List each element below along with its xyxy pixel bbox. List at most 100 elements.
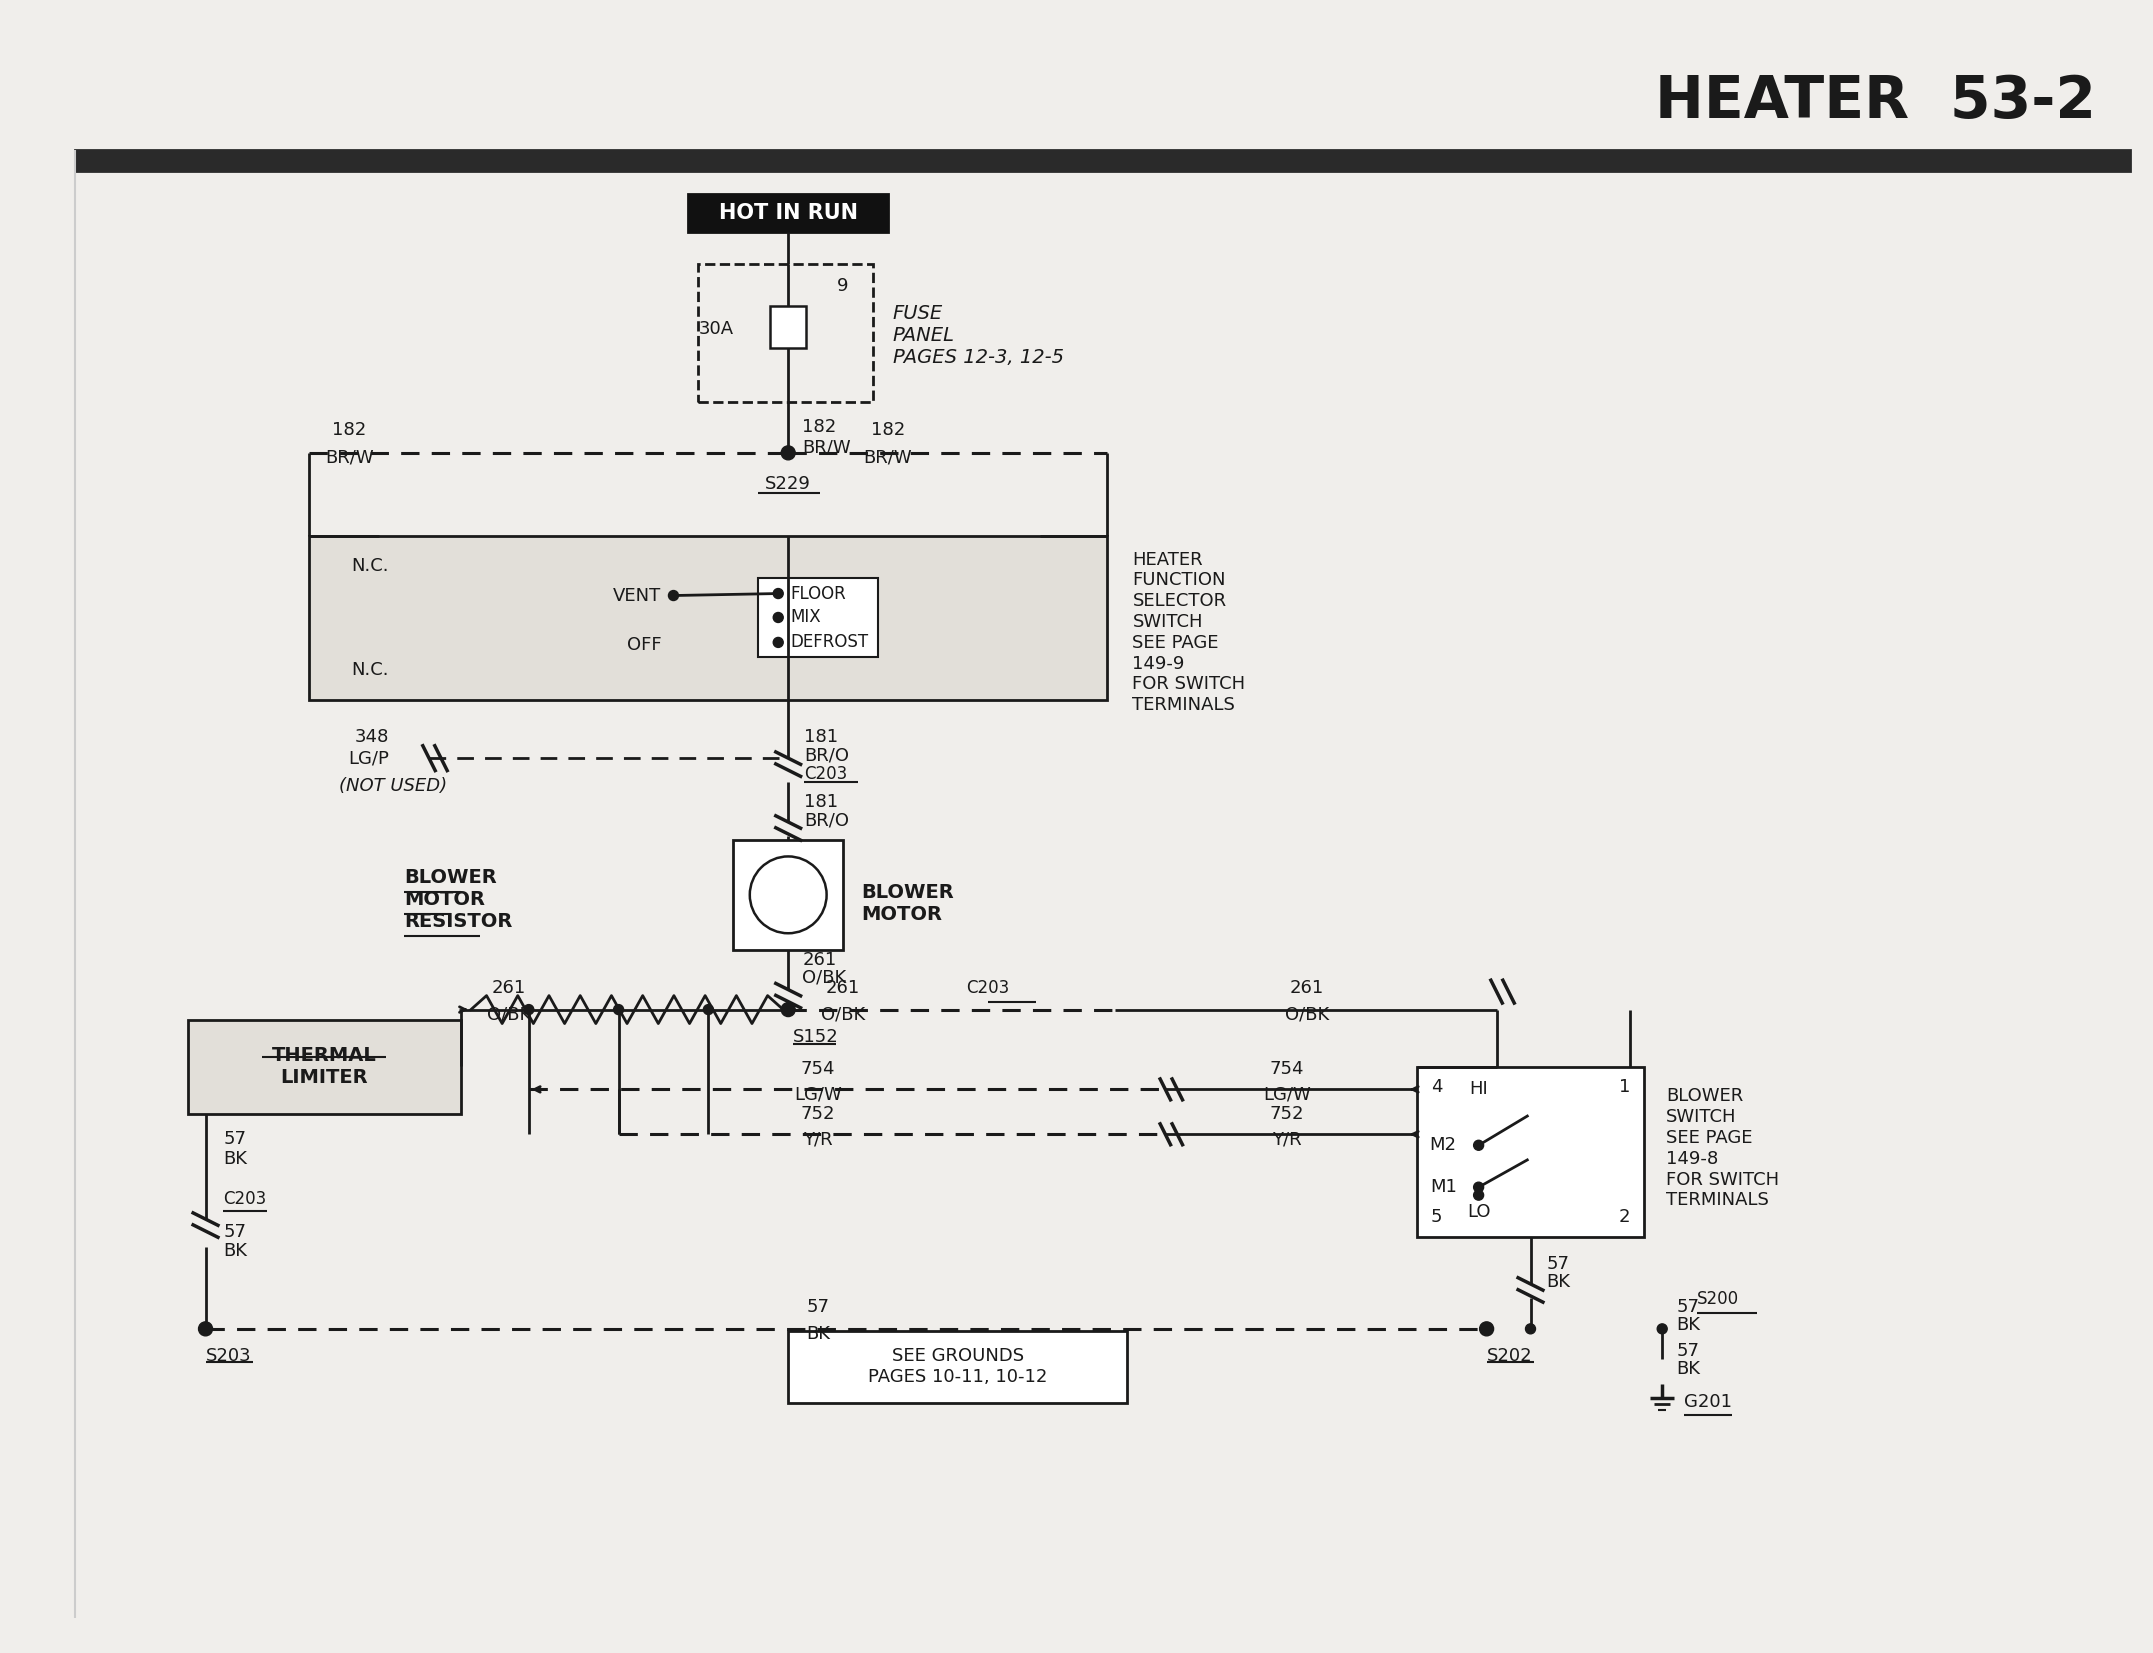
Text: (NOT USED): (NOT USED) <box>340 777 448 795</box>
Circle shape <box>749 856 827 934</box>
Text: 261: 261 <box>1290 979 1324 997</box>
Text: HOT IN RUN: HOT IN RUN <box>719 203 857 223</box>
Bar <box>771 306 805 349</box>
Text: 57: 57 <box>224 1223 245 1241</box>
Text: FLOOR: FLOOR <box>790 585 846 603</box>
Text: LG/P: LG/P <box>349 749 390 767</box>
Circle shape <box>782 446 794 460</box>
Text: DEFROST: DEFROST <box>790 633 868 651</box>
Text: BK: BK <box>224 1241 248 1260</box>
Text: 754: 754 <box>1270 1061 1305 1078</box>
Text: BK: BK <box>1546 1273 1570 1291</box>
Text: 181: 181 <box>805 793 838 812</box>
Text: G201: G201 <box>1684 1393 1733 1410</box>
Text: Y/R: Y/R <box>1272 1131 1303 1149</box>
Text: 182: 182 <box>870 422 904 440</box>
Text: 261: 261 <box>491 979 525 997</box>
Circle shape <box>1658 1324 1666 1334</box>
Circle shape <box>523 1005 534 1015</box>
Text: 2: 2 <box>1619 1208 1630 1227</box>
Text: O/BK: O/BK <box>803 969 846 987</box>
Text: M: M <box>775 881 803 909</box>
Circle shape <box>773 588 784 598</box>
Bar <box>75 149 2129 172</box>
Text: S229: S229 <box>764 474 812 493</box>
Text: BR/W: BR/W <box>803 438 850 456</box>
Text: BR/W: BR/W <box>863 450 913 466</box>
Circle shape <box>1473 1190 1483 1200</box>
Circle shape <box>614 1005 624 1015</box>
Text: 57: 57 <box>1677 1342 1699 1360</box>
Text: 4: 4 <box>1432 1078 1443 1096</box>
Text: 5: 5 <box>1432 1208 1443 1227</box>
Text: 348: 348 <box>355 729 390 746</box>
Text: BR/O: BR/O <box>805 746 848 764</box>
Text: S203: S203 <box>205 1347 252 1365</box>
Text: HI: HI <box>1468 1081 1488 1098</box>
Text: BLOWER
MOTOR: BLOWER MOTOR <box>861 883 954 924</box>
Text: N.C.: N.C. <box>351 661 390 679</box>
Text: BK: BK <box>224 1150 248 1169</box>
Text: HEATER  53-2: HEATER 53-2 <box>1656 73 2097 131</box>
Text: O/BK: O/BK <box>1285 1005 1328 1023</box>
Text: 30A: 30A <box>698 321 734 339</box>
Text: LG/W: LG/W <box>794 1086 842 1104</box>
Circle shape <box>1473 1182 1483 1192</box>
Text: 57: 57 <box>807 1298 829 1316</box>
Text: N.C.: N.C. <box>351 557 390 575</box>
Text: 181: 181 <box>805 729 838 746</box>
Text: BR/W: BR/W <box>325 450 372 466</box>
Text: O/BK: O/BK <box>487 1005 532 1023</box>
Text: LO: LO <box>1466 1203 1490 1222</box>
Circle shape <box>773 613 784 623</box>
Bar <box>734 840 844 950</box>
Text: S202: S202 <box>1486 1347 1533 1365</box>
Text: C203: C203 <box>224 1190 267 1208</box>
Text: C203: C203 <box>967 979 1010 997</box>
Bar <box>758 577 878 658</box>
Circle shape <box>198 1322 213 1336</box>
Text: BR/O: BR/O <box>805 812 848 830</box>
Text: FUSE
PANEL
PAGES 12-3, 12-5: FUSE PANEL PAGES 12-3, 12-5 <box>893 304 1064 367</box>
Text: 261: 261 <box>803 950 835 969</box>
Text: BK: BK <box>1677 1360 1701 1377</box>
Text: BLOWER
MOTOR
RESISTOR: BLOWER MOTOR RESISTOR <box>405 868 512 931</box>
Text: LG/W: LG/W <box>1264 1086 1311 1104</box>
Bar <box>187 1020 461 1114</box>
Text: Y/R: Y/R <box>803 1131 833 1149</box>
Text: M1: M1 <box>1430 1179 1458 1197</box>
Text: BLOWER
SWITCH
SEE PAGE
149-8
FOR SWITCH
TERMINALS: BLOWER SWITCH SEE PAGE 149-8 FOR SWITCH … <box>1666 1088 1778 1210</box>
Text: 9: 9 <box>838 278 848 296</box>
Circle shape <box>1526 1324 1535 1334</box>
Text: 752: 752 <box>801 1106 835 1124</box>
Text: 261: 261 <box>827 979 861 997</box>
Text: SEE GROUNDS
PAGES 10-11, 10-12: SEE GROUNDS PAGES 10-11, 10-12 <box>868 1347 1049 1387</box>
Text: 57: 57 <box>1677 1298 1699 1316</box>
Text: HEATER
FUNCTION
SELECTOR
SWITCH
SEE PAGE
149-9
FOR SWITCH
TERMINALS: HEATER FUNCTION SELECTOR SWITCH SEE PAGE… <box>1132 550 1247 714</box>
Text: M2: M2 <box>1430 1136 1458 1154</box>
Bar <box>698 264 872 402</box>
Text: 57: 57 <box>1546 1255 1570 1273</box>
Text: 182: 182 <box>332 422 366 440</box>
Text: OFF: OFF <box>627 636 661 655</box>
Text: S152: S152 <box>792 1028 840 1046</box>
Text: VENT: VENT <box>614 587 661 605</box>
Text: MIX: MIX <box>790 608 820 626</box>
Text: 182: 182 <box>803 418 835 436</box>
Text: 57: 57 <box>224 1131 245 1149</box>
Bar <box>689 195 887 233</box>
Circle shape <box>667 590 678 600</box>
Circle shape <box>773 638 784 648</box>
Bar <box>310 536 1107 701</box>
Bar <box>1417 1068 1645 1236</box>
Text: O/BK: O/BK <box>820 1005 866 1023</box>
Circle shape <box>782 1003 794 1017</box>
Text: THERMAL
LIMITER: THERMAL LIMITER <box>271 1046 377 1088</box>
Text: BK: BK <box>805 1324 831 1342</box>
Circle shape <box>704 1005 713 1015</box>
Text: 1: 1 <box>1619 1078 1630 1096</box>
Text: 752: 752 <box>1270 1106 1305 1124</box>
Circle shape <box>1479 1322 1494 1336</box>
Text: BK: BK <box>1677 1316 1701 1334</box>
Circle shape <box>1473 1141 1483 1150</box>
